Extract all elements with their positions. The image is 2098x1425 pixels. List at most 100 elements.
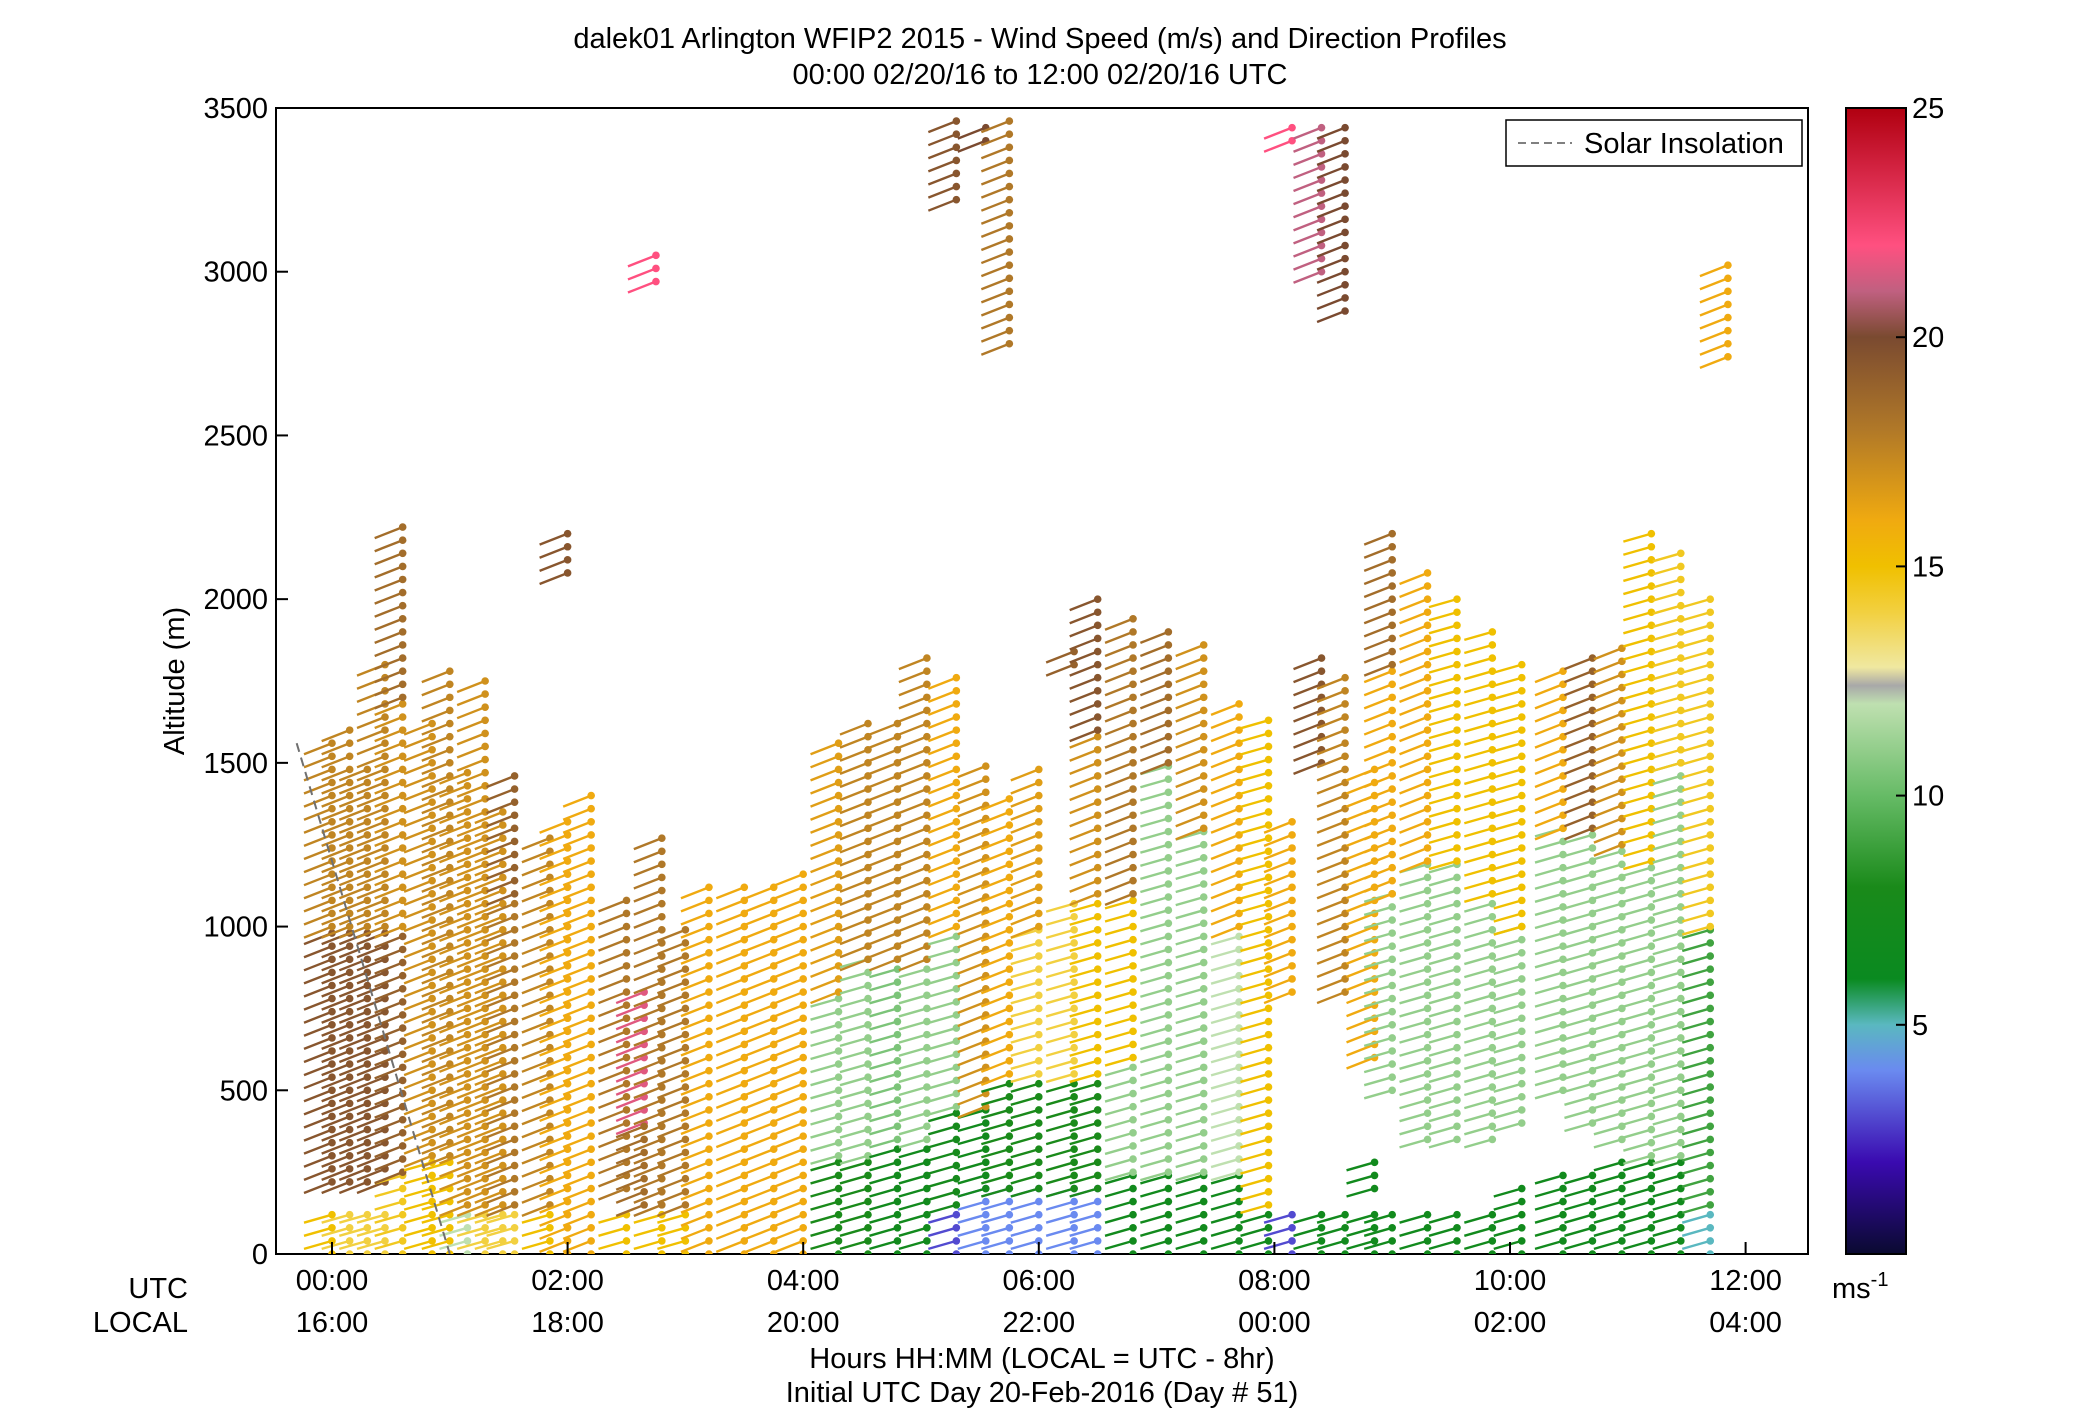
wind-barb-head	[835, 1224, 843, 1232]
wind-barb-head	[464, 782, 472, 790]
wind-barb-head	[1070, 1198, 1078, 1206]
wind-barb-head	[1424, 1018, 1432, 1026]
wind-barb-head	[1424, 1057, 1432, 1065]
wind-barb-head	[381, 923, 389, 931]
wind-barb-head	[1200, 880, 1208, 888]
wind-barb-head	[1129, 1211, 1137, 1219]
wind-barb-head	[864, 1237, 872, 1245]
wind-barb-head	[682, 1057, 690, 1065]
wind-barb-head	[1129, 1064, 1137, 1072]
wind-barb-head	[1165, 946, 1173, 954]
wind-barb-head	[1165, 1129, 1173, 1137]
wind-barb-head	[587, 1014, 595, 1022]
wind-barb-head	[1129, 1014, 1137, 1022]
wind-barb-head	[1035, 1057, 1043, 1065]
wind-barb-head	[1200, 1050, 1208, 1058]
wind-barb-head	[894, 1096, 902, 1104]
wind-barb-head	[953, 1250, 961, 1258]
wind-barb-head	[1006, 1211, 1014, 1219]
wind-barb-head	[1200, 694, 1208, 702]
wind-barb-head	[682, 1201, 690, 1209]
wind-barb-head	[364, 1224, 372, 1232]
wind-barb-head	[923, 1237, 931, 1245]
wind-barb-head	[1388, 772, 1396, 780]
wind-barb-head	[546, 1250, 554, 1258]
wind-barb-head	[587, 1041, 595, 1049]
wind-barb-head	[399, 602, 407, 610]
wind-barb-head	[799, 988, 807, 996]
wind-barb-head	[464, 834, 472, 842]
wind-barb-head	[364, 831, 372, 839]
wind-barb-head	[1341, 216, 1349, 224]
wind-barb-head	[640, 1175, 648, 1183]
wind-barb-head	[328, 1047, 336, 1055]
wind-barb-head	[705, 1041, 713, 1049]
wind-barb-shaft	[681, 1254, 709, 1265]
wind-barb-head	[1388, 1073, 1396, 1081]
wind-barb-head	[328, 870, 336, 878]
wind-barb-head	[428, 1152, 436, 1160]
wind-barb-head	[1318, 1237, 1326, 1245]
wind-barb-head	[1094, 939, 1102, 947]
wind-barb-shaft	[487, 1254, 515, 1262]
wind-barb-head	[1094, 1145, 1102, 1153]
wind-barb-head	[1200, 998, 1208, 1006]
wind-barb-head	[1129, 720, 1137, 728]
wind-barb-head	[705, 1145, 713, 1153]
wind-barb-head	[1200, 759, 1208, 767]
wind-barb-head	[399, 1211, 407, 1219]
wind-barb-head	[464, 769, 472, 777]
wind-barb-shaft	[522, 1254, 550, 1262]
wind-barb-head	[328, 1073, 336, 1081]
wind-barb-head	[1129, 641, 1137, 649]
wind-barb-head	[835, 897, 843, 905]
wind-barb-head	[1094, 838, 1102, 846]
wind-barb-head	[741, 883, 749, 891]
wind-barb-head	[1200, 919, 1208, 927]
wind-barb-head	[953, 170, 961, 178]
wind-barb-head	[399, 933, 407, 941]
wind-barb-shaft	[322, 1254, 350, 1262]
wind-barb-head	[1094, 759, 1102, 767]
wind-barb-head	[1200, 785, 1208, 793]
wind-barb-head	[835, 1185, 843, 1193]
wind-barb-head	[682, 1109, 690, 1117]
wind-barb-head	[511, 1070, 519, 1078]
wind-barb-head	[623, 1093, 631, 1101]
wind-barb-head	[381, 1237, 389, 1245]
wind-barb-head	[923, 694, 931, 702]
wind-barb-head	[1265, 1018, 1273, 1026]
wind-barb-head	[953, 1123, 961, 1131]
wind-barb-head	[546, 1237, 554, 1245]
wind-barb-shaft	[339, 1254, 367, 1262]
wind-barb-head	[499, 1250, 507, 1258]
wind-barb-head	[1129, 936, 1137, 944]
wind-barb-head	[381, 792, 389, 800]
wind-barb-head	[428, 995, 436, 1003]
wind-barb-head	[1388, 746, 1396, 754]
wind-barb-head	[1341, 137, 1349, 145]
wind-barb-head	[1341, 739, 1349, 747]
wind-barb-shaft	[475, 1254, 503, 1262]
wind-barb-head	[1165, 880, 1173, 888]
wind-barb-head	[511, 926, 519, 934]
wind-barb-head	[1035, 1080, 1043, 1088]
wind-barb-head	[682, 1031, 690, 1039]
wind-barb-head	[381, 883, 389, 891]
wind-barb-head	[835, 857, 843, 865]
wind-barb-head	[428, 982, 436, 990]
wind-barb-head	[953, 1224, 961, 1232]
wind-barb-head	[1265, 730, 1273, 738]
wind-barb-head	[1129, 1168, 1137, 1176]
wind-barb-head	[894, 1224, 902, 1232]
wind-barb-head	[364, 1034, 372, 1042]
wind-barb-head	[587, 870, 595, 878]
wind-barb-head	[1388, 1211, 1396, 1219]
wind-barb-head	[1006, 261, 1014, 269]
wind-barb-head	[1388, 556, 1396, 564]
wind-barb-head	[623, 936, 631, 944]
wind-barb-head	[658, 926, 666, 934]
wind-barb-head	[864, 1211, 872, 1219]
wind-barb-head	[1341, 124, 1349, 132]
wind-barb-head	[1200, 1103, 1208, 1111]
